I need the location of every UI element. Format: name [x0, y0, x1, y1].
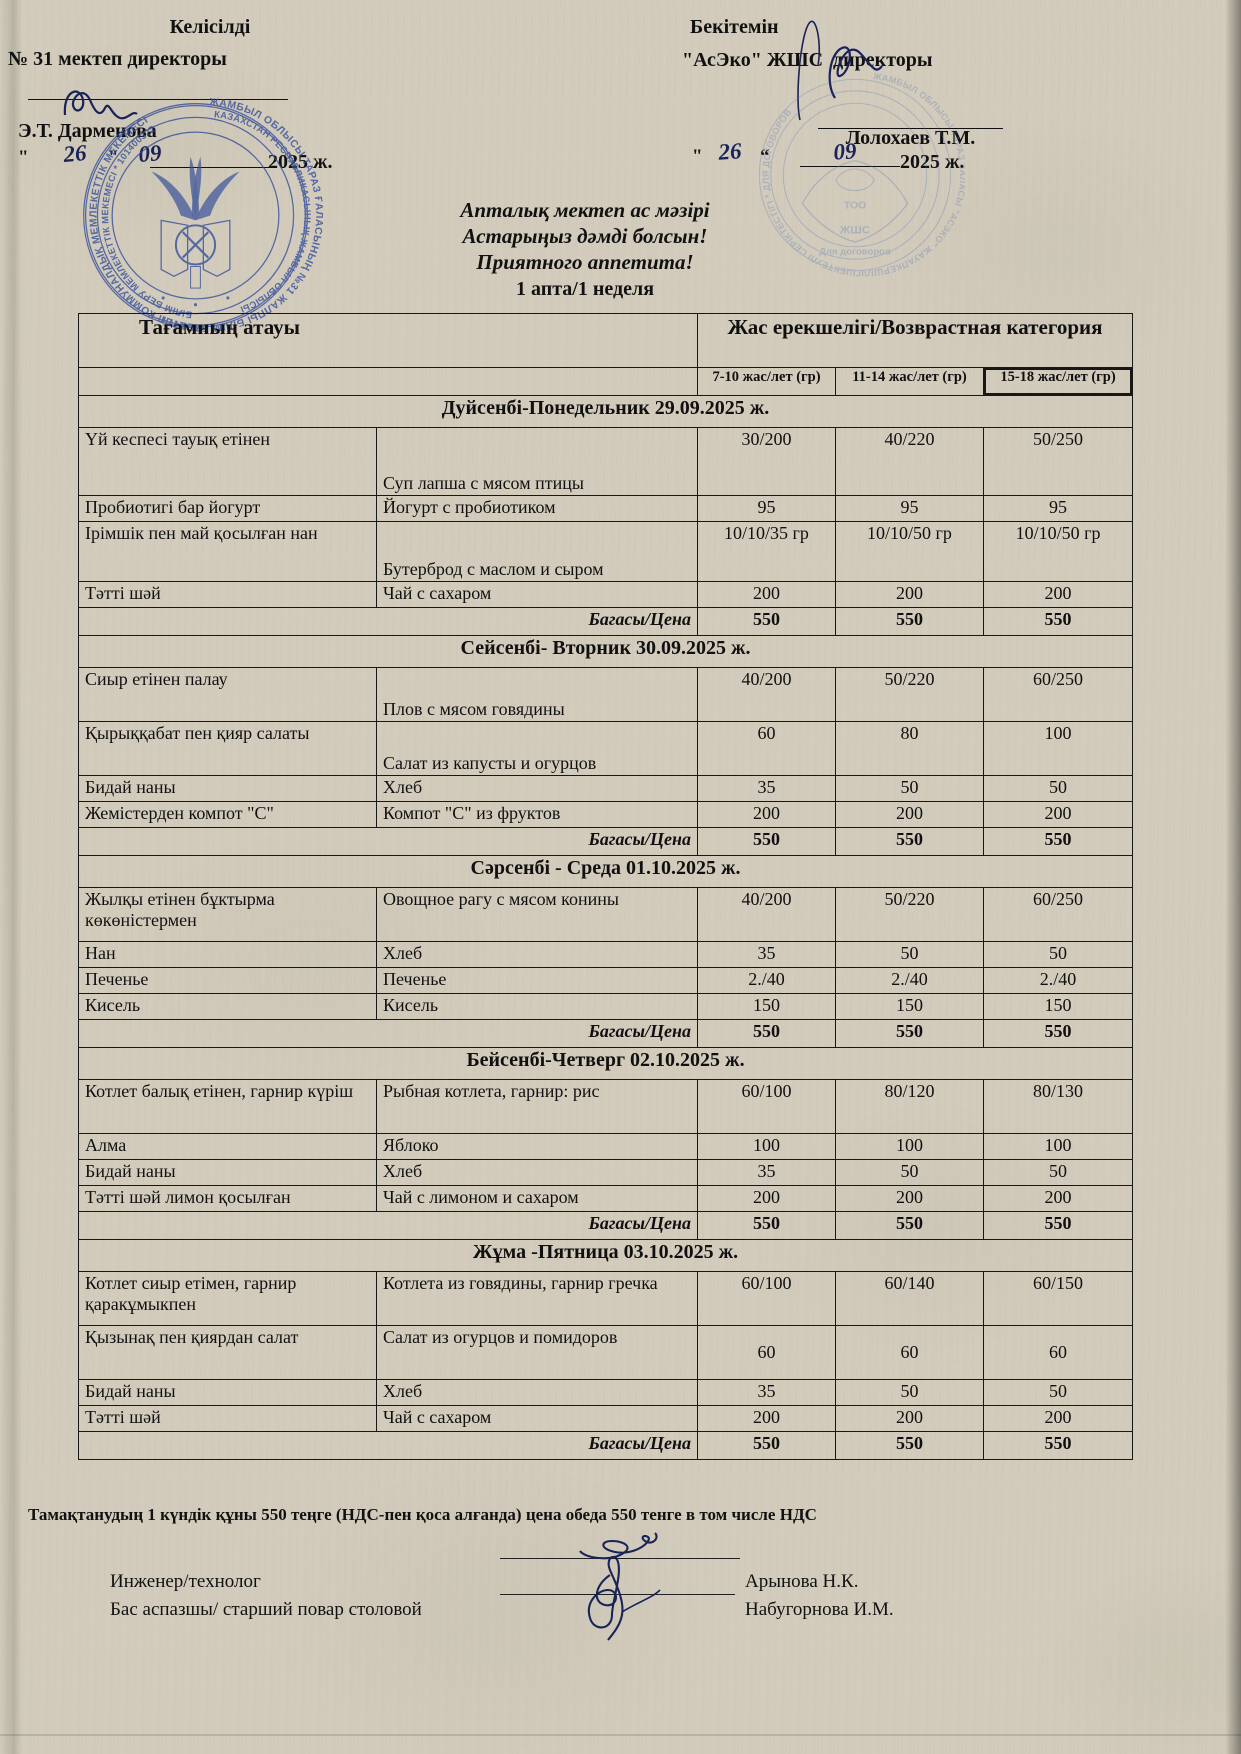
svg-text:ТОО: ТОО: [844, 199, 867, 211]
svg-text:ЖШС: ЖШС: [839, 224, 870, 236]
svg-text:Для договоров: Для договоров: [819, 246, 891, 257]
